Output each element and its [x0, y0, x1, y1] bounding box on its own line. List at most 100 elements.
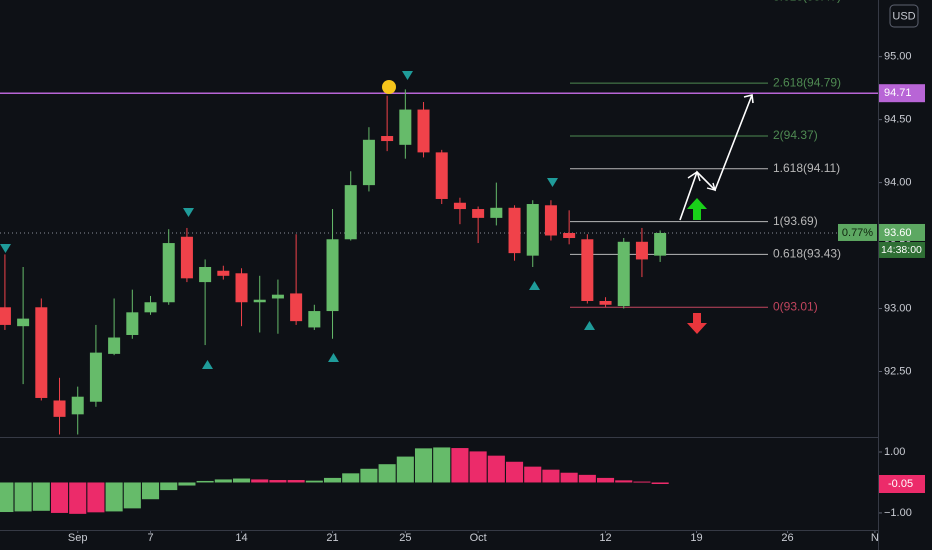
sell-marker: [0, 244, 11, 253]
histogram-bar: [287, 480, 305, 483]
histogram-bar: [323, 477, 342, 483]
fib-label: 0.618(93.43): [773, 247, 841, 261]
histogram-bar: [505, 461, 524, 483]
candle-body: [544, 205, 557, 236]
candle-body: [417, 109, 430, 153]
candle-body: [235, 273, 248, 303]
price-line-label: 94.71: [884, 87, 912, 99]
y-tick-label: 95.00: [884, 51, 912, 63]
fib-label: 0(93.01): [773, 299, 818, 313]
candle-body: [526, 204, 539, 256]
buy-marker: [529, 281, 540, 290]
candle-body: [162, 243, 175, 303]
candle-body: [654, 232, 667, 256]
candle-body: [581, 239, 594, 301]
y-tick-label: 93.00: [884, 302, 912, 314]
x-tick-label: Sep: [68, 532, 88, 544]
histogram-bar: [141, 482, 160, 500]
histogram-bar: [87, 482, 105, 513]
x-tick-label: 21: [326, 532, 338, 544]
candle-body: [490, 207, 503, 218]
candle-body: [108, 337, 121, 354]
histogram-bar: [451, 448, 469, 483]
candle-body: [144, 302, 157, 313]
x-tick-label: 19: [690, 532, 702, 544]
candle-body: [71, 396, 84, 415]
histogram-bar: [578, 474, 596, 483]
histogram-value-label: -0.05: [888, 478, 913, 490]
histogram-bar: [414, 448, 433, 483]
candle-body: [290, 293, 303, 322]
signal-dot: [382, 80, 396, 94]
buy-marker: [328, 353, 339, 362]
candle-body: [326, 239, 339, 312]
price-line-box: [879, 84, 925, 103]
candle-body: [381, 136, 394, 142]
histogram-bar: [633, 481, 651, 483]
histogram-bar: [542, 469, 560, 483]
histogram-bar: [14, 482, 32, 512]
candle-body: [253, 299, 266, 303]
last-price-box: [879, 223, 925, 241]
arrow-head: [743, 94, 754, 104]
x-tick-label: 7: [147, 532, 153, 544]
candle-body: [435, 152, 448, 199]
y-tick-label: 92.50: [884, 365, 912, 377]
candle-body: [308, 311, 321, 328]
candle-body: [563, 232, 576, 239]
sell-marker: [183, 208, 194, 217]
x-tick-label: 12: [599, 532, 611, 544]
histogram-bar: [487, 455, 505, 483]
candle-body: [362, 139, 375, 186]
candle-body: [271, 294, 284, 299]
histogram-bar: [32, 482, 50, 511]
buy-marker: [202, 360, 213, 369]
histogram-bar: [214, 479, 232, 483]
x-tick-label: 25: [399, 532, 411, 544]
fib-label: 2(94.37): [773, 128, 818, 142]
histogram-bar: [69, 482, 87, 514]
sell-marker: [547, 178, 558, 187]
histogram-bar: [560, 472, 578, 483]
currency-button[interactable]: [889, 4, 919, 28]
candle-body: [453, 202, 466, 210]
histogram-bar: [469, 451, 487, 483]
candle-body: [126, 312, 139, 335]
candle-body: [635, 241, 648, 260]
histogram-bar: [596, 477, 615, 483]
y2-tick-label: −1.00: [884, 507, 912, 519]
histogram-bar: [105, 482, 123, 512]
buy-marker: [584, 321, 595, 330]
histogram-bar: [360, 468, 378, 483]
time-label: 14:38:00: [881, 244, 922, 256]
candle-body: [508, 207, 521, 254]
x-tick-label: N: [871, 532, 879, 544]
histogram-bar: [396, 456, 414, 483]
candle-body: [399, 109, 412, 145]
currency-label[interactable]: USD: [892, 10, 915, 22]
candle-body: [0, 307, 11, 325]
down-arrow: [687, 313, 707, 334]
candle-body: [617, 241, 630, 307]
projection-arrow: [679, 94, 753, 221]
change-box: [838, 223, 877, 241]
x-tick-label: 14: [235, 532, 247, 544]
histogram-bar: [269, 480, 287, 483]
histogram-bar: [305, 480, 323, 483]
histogram-bar: [0, 482, 14, 513]
histogram-bar: [50, 482, 69, 513]
candle-body: [17, 318, 30, 327]
candle-body: [89, 352, 102, 402]
candle-body: [35, 307, 48, 398]
histogram-bar: [178, 482, 196, 486]
sell-marker: [402, 71, 413, 80]
candle-body: [53, 400, 66, 417]
candle-body: [180, 236, 193, 279]
histogram-value-box: [879, 475, 925, 493]
fib-label: 1(93.69): [773, 214, 818, 228]
histogram-bar: [232, 478, 251, 483]
x-tick-label: Oct: [470, 532, 487, 544]
